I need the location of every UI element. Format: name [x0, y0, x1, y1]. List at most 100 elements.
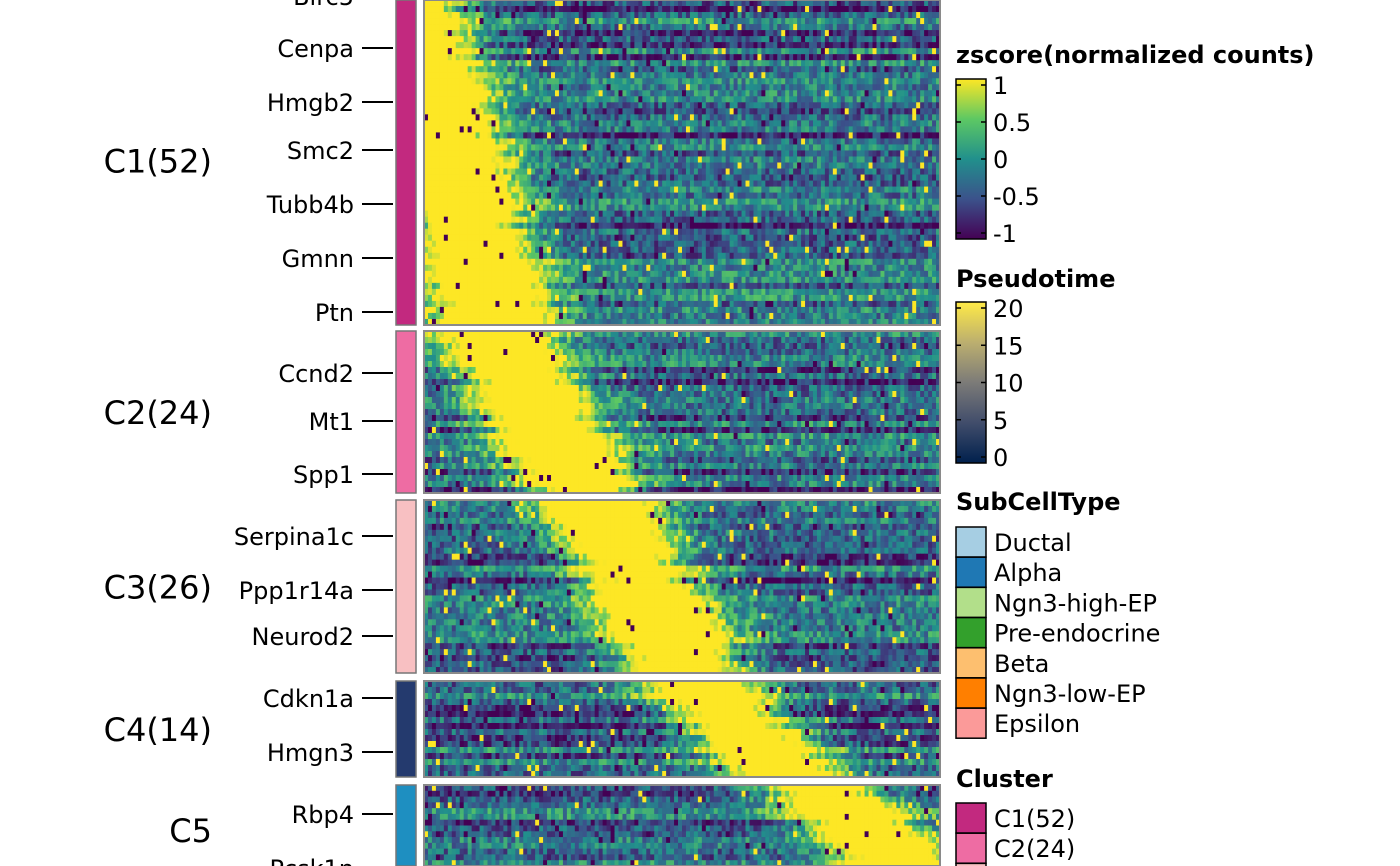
- heatmap-cell: [511, 102, 516, 109]
- heatmap-cell: [872, 150, 877, 157]
- heatmap-cell: [860, 42, 865, 49]
- heatmap-cell: [451, 66, 457, 73]
- heatmap-cell: [447, 108, 453, 115]
- heatmap-cell: [439, 216, 445, 224]
- heatmap-cell: [646, 90, 651, 97]
- heatmap-cell: [471, 168, 476, 175]
- heatmap-cell: [463, 18, 469, 25]
- heatmap-cell: [773, 36, 778, 43]
- heatmap-cell: [531, 90, 536, 97]
- heatmap-cell: [824, 174, 830, 181]
- heatmap-cell: [840, 126, 846, 133]
- heatmap-cell: [562, 36, 568, 43]
- heatmap-cell: [666, 66, 671, 73]
- heatmap-cell: [598, 150, 604, 157]
- heatmap-cell: [519, 72, 524, 79]
- heatmap-cell: [682, 48, 687, 55]
- heatmap-cell: [487, 96, 492, 103]
- heatmap-cell: [630, 174, 635, 181]
- heatmap-cell: [840, 120, 846, 127]
- heatmap-cell: [928, 222, 933, 230]
- heatmap-cell: [820, 6, 826, 13]
- heatmap-cell: [574, 90, 580, 97]
- heatmap-cell: [721, 210, 727, 218]
- heatmap-cell: [610, 54, 615, 61]
- heatmap-cell: [848, 204, 854, 212]
- heatmap-cell: [908, 84, 913, 91]
- heatmap-cell: [578, 60, 584, 67]
- heatmap-cell: [658, 18, 663, 25]
- heatmap-cell: [570, 168, 576, 175]
- heatmap-cell: [479, 186, 484, 193]
- heatmap-cell: [860, 186, 865, 193]
- heatmap-cell: [765, 24, 770, 31]
- heatmap-cell: [729, 84, 734, 91]
- heatmap-cell: [733, 162, 738, 169]
- heatmap-cell: [622, 24, 627, 31]
- heatmap-cell: [491, 150, 496, 157]
- heatmap-cell: [920, 132, 925, 139]
- heatmap-cell: [427, 156, 433, 163]
- heatmap-cell: [519, 192, 524, 200]
- heatmap-cell: [554, 150, 560, 157]
- heatmap-cell: [797, 54, 802, 61]
- heatmap-cell: [531, 102, 536, 109]
- heatmap-cell: [499, 66, 504, 73]
- heatmap-cell: [519, 162, 524, 169]
- heatmap-cell: [832, 54, 838, 61]
- heatmap-cell: [816, 126, 822, 133]
- heatmap-cell: [447, 60, 453, 67]
- heatmap-cell: [459, 90, 465, 97]
- heatmap-cell: [674, 54, 679, 61]
- heatmap-cell: [606, 54, 611, 61]
- heatmap-cell: [654, 6, 659, 13]
- heatmap-cell: [697, 114, 703, 121]
- heatmap-cell: [554, 102, 560, 109]
- heatmap-cell: [880, 54, 885, 61]
- heatmap-cell: [733, 78, 738, 85]
- heatmap-cell: [765, 102, 770, 109]
- heatmap-cell: [848, 222, 854, 230]
- heatmap-cell: [713, 78, 719, 85]
- heatmap-cell: [527, 150, 532, 157]
- heatmap-cell: [717, 6, 723, 13]
- heatmap-cell: [801, 210, 806, 218]
- heatmap-cell: [777, 150, 782, 157]
- heatmap-cell: [932, 174, 937, 181]
- heatmap-cell: [777, 0, 782, 7]
- heatmap-cell: [852, 120, 858, 127]
- heatmap-cell: [515, 180, 520, 187]
- heatmap-cell: [912, 174, 917, 181]
- heatmap-cell: [924, 6, 929, 13]
- heatmap-cell: [654, 144, 659, 151]
- heatmap-cell: [590, 144, 596, 151]
- heatmap-cell: [570, 216, 576, 224]
- heatmap-cell: [678, 126, 683, 133]
- heatmap-cell: [622, 36, 627, 43]
- heatmap-cell: [809, 30, 814, 37]
- heatmap-cell: [749, 156, 754, 163]
- heatmap-cell: [475, 186, 480, 193]
- heatmap-cell: [479, 36, 484, 43]
- heatmap-cell: [547, 84, 552, 91]
- heatmap-cell: [431, 90, 437, 97]
- heatmap-cell: [932, 126, 937, 133]
- heatmap-cell: [908, 132, 913, 139]
- heatmap-cell: [527, 108, 532, 115]
- heatmap-cell: [424, 144, 429, 151]
- heatmap-cell: [872, 174, 877, 181]
- heatmap-cell: [467, 96, 473, 103]
- heatmap-cell: [757, 120, 762, 127]
- heatmap-cell: [928, 84, 933, 91]
- heatmap-cell: [904, 162, 909, 169]
- heatmap-cell: [459, 186, 465, 193]
- heatmap-cell: [523, 222, 528, 230]
- heatmap-cell: [519, 18, 524, 25]
- heatmap-cell: [900, 138, 905, 145]
- heatmap-cell: [499, 60, 504, 67]
- heatmap-cell: [840, 90, 846, 97]
- heatmap-cell: [789, 60, 794, 67]
- heatmap-cell: [467, 60, 473, 67]
- heatmap-cell: [574, 150, 580, 157]
- heatmap-cell: [721, 144, 727, 151]
